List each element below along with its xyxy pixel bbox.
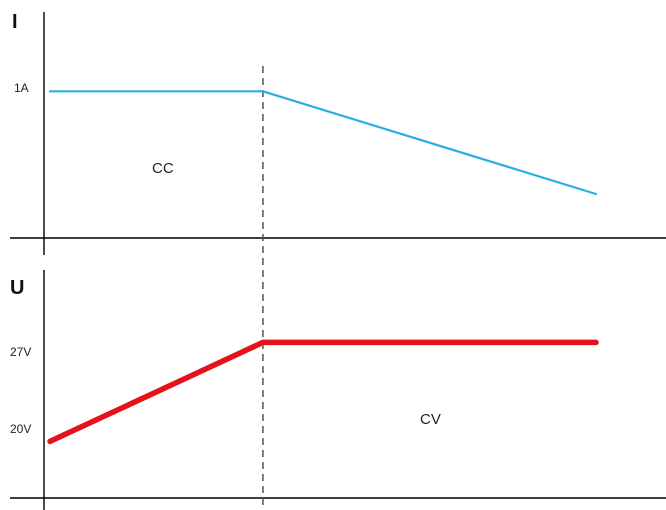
- current-axis-title: I: [12, 11, 18, 33]
- voltage-tick-label: 20V: [10, 422, 31, 436]
- current-series-line: [48, 90, 598, 196]
- cc-region-label: CC: [152, 160, 174, 177]
- voltage-tick-label: 27V: [10, 345, 31, 359]
- cv-region-label: CV: [420, 411, 441, 428]
- voltage-axis-title: U: [10, 277, 24, 299]
- voltage-series-line: [47, 339, 599, 445]
- current-tick-label: 1A: [14, 81, 29, 95]
